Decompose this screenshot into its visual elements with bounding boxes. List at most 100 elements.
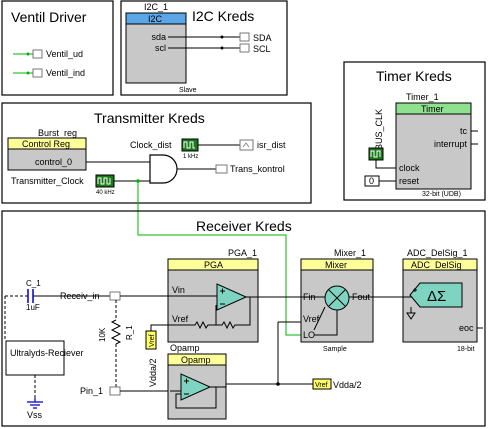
pin1-label: Pin_1 xyxy=(80,386,103,396)
pga-header-label: PGA xyxy=(204,260,223,270)
cap-name: C_1 xyxy=(26,279,41,288)
timer-reset-value: 0 xyxy=(369,176,374,186)
adc-header xyxy=(402,258,478,271)
adc-symbol-label: ΔΣ xyxy=(427,288,446,305)
output-pin-icon[interactable] xyxy=(32,49,43,59)
i2c-port-sda: sda xyxy=(151,32,166,42)
timer-block[interactable] xyxy=(395,102,472,190)
wire xyxy=(313,306,326,331)
receiver-group: Receiver Kreds C_1 1uF Receiv_in 10K R_1… xyxy=(1,210,486,427)
mixer-cross-icon xyxy=(328,289,346,307)
pin1-icon[interactable] xyxy=(109,386,121,396)
mixer-port-lo: LO xyxy=(303,330,315,340)
opamp-header xyxy=(167,353,227,366)
mixer-header xyxy=(300,258,374,271)
cap-value: 1uF xyxy=(26,303,40,312)
opamp-header-label: Opamp xyxy=(181,355,211,365)
mixer-instance: Mixer_1 xyxy=(334,248,366,258)
adc-header-label: ADC_DelSig xyxy=(411,260,462,270)
wire xyxy=(175,387,217,409)
wire-junction xyxy=(26,71,30,75)
and-gate[interactable] xyxy=(149,154,178,184)
timer-port-reset: reset xyxy=(399,176,420,186)
source-box-label: Ultralyds-Reciever xyxy=(10,348,84,358)
adc-bits: 18-bit xyxy=(457,346,475,353)
wire-junction xyxy=(26,52,30,56)
resistor-icon xyxy=(110,319,122,345)
timer-port-tc: tc xyxy=(460,126,468,136)
timer-instance-name: Timer_1 xyxy=(406,92,439,102)
ground-icon xyxy=(27,398,43,409)
transmitter-clock-freq: 40 kHz xyxy=(96,190,115,196)
i2c-group: I2C Kreds I2C_1 I2C sda scl Slave SDA SC… xyxy=(120,0,288,96)
resistor-name: R_1 xyxy=(125,325,134,340)
wire-junction xyxy=(136,179,140,183)
pga-port-vin: Vin xyxy=(172,285,185,295)
wire xyxy=(216,297,251,330)
clock-to-mixer-wire xyxy=(137,181,301,336)
transmitter-clock-label: Transmitter_Clock xyxy=(11,176,84,186)
timer-title: Timer Kreds xyxy=(376,68,452,84)
ground-label: Vss xyxy=(27,410,43,420)
transmitter-title: Transmitter Kreds xyxy=(94,110,205,126)
resistor-value: 10K xyxy=(98,327,107,342)
transmitter-frame xyxy=(1,102,312,204)
control-reg-port: control_0 xyxy=(35,157,72,167)
timer-port-interrupt: interrupt xyxy=(434,139,468,149)
timer-header xyxy=(395,102,472,115)
control-reg-header-label: Control Reg xyxy=(22,139,70,149)
adc-ground-icon xyxy=(406,307,416,320)
wire-junction xyxy=(220,46,224,50)
transmitter-group: Transmitter Kreds Burst_reg Control Reg … xyxy=(1,102,312,204)
input-pin-icon[interactable] xyxy=(32,68,43,78)
isr-symbol-icon xyxy=(242,142,250,148)
pin-label-ventil-ind: Ventil_ind xyxy=(46,68,85,78)
transmitter-clock-icon[interactable] xyxy=(95,174,115,188)
pin-label-scl: SCL xyxy=(253,44,271,54)
pga-header xyxy=(167,258,259,271)
ventil-driver-title: Ventil Driver xyxy=(11,9,87,25)
pga-block[interactable] xyxy=(167,258,259,343)
timer-frame xyxy=(343,61,486,201)
clock-waveform-icon xyxy=(97,177,111,185)
vdda-out-label: Vdda/2 xyxy=(333,380,362,390)
isr-icon[interactable] xyxy=(239,139,254,151)
clock-waveform-icon xyxy=(370,150,381,158)
isr-label: isr_dist xyxy=(257,140,286,150)
wire xyxy=(150,324,158,331)
control-reg-instance: Burst_reg xyxy=(38,128,77,138)
control-reg-header xyxy=(7,137,87,150)
mixer-mode: Sample xyxy=(323,346,347,353)
trans-kontrol-pin-icon[interactable] xyxy=(215,164,228,174)
receiv-in-pin-icon[interactable] xyxy=(109,291,121,301)
receiver-frame xyxy=(1,210,486,427)
pin-sda-icon[interactable] xyxy=(239,32,250,42)
i2c-header xyxy=(125,12,187,25)
pin-scl-icon[interactable] xyxy=(239,43,250,53)
vref-tag-vertical: Vref xyxy=(149,334,156,347)
i2c-title: I2C Kreds xyxy=(192,8,254,24)
mixer-header-label: Mixer xyxy=(325,260,347,270)
ultrasound-receiver-box[interactable] xyxy=(5,340,65,376)
i2c-frame xyxy=(120,0,288,96)
vref-out-tag: Vref xyxy=(315,382,328,389)
i2c-header-label: I2C xyxy=(148,14,163,24)
timer-clock-net-label: BUS_CLK xyxy=(374,109,384,150)
trans-kontrol-label: Trans_kontrol xyxy=(230,164,285,174)
timer-port-clock: clock xyxy=(399,163,420,173)
timer-group: Timer Kreds Timer_1 Timer tc interrupt c… xyxy=(343,61,486,201)
i2c-mode-label: Slave xyxy=(179,87,197,94)
timer-header-label: Timer xyxy=(421,104,444,114)
wire xyxy=(375,160,396,169)
adc-symbol-icon xyxy=(409,282,463,308)
opamp-instance: Opamp xyxy=(170,343,200,353)
adc-instance: ADC_DelSig_1 xyxy=(407,248,468,258)
wire xyxy=(314,310,338,336)
adc-port-eoc: eoc xyxy=(459,323,474,333)
pga-instance: PGA_1 xyxy=(228,248,257,258)
timer-subtitle: 32-bit (UDB) xyxy=(422,191,461,198)
vdda-label: Vdda/2 xyxy=(148,358,158,387)
i2c-port-scl: scl xyxy=(155,43,166,53)
pga-port-vref: Vref xyxy=(172,314,189,324)
